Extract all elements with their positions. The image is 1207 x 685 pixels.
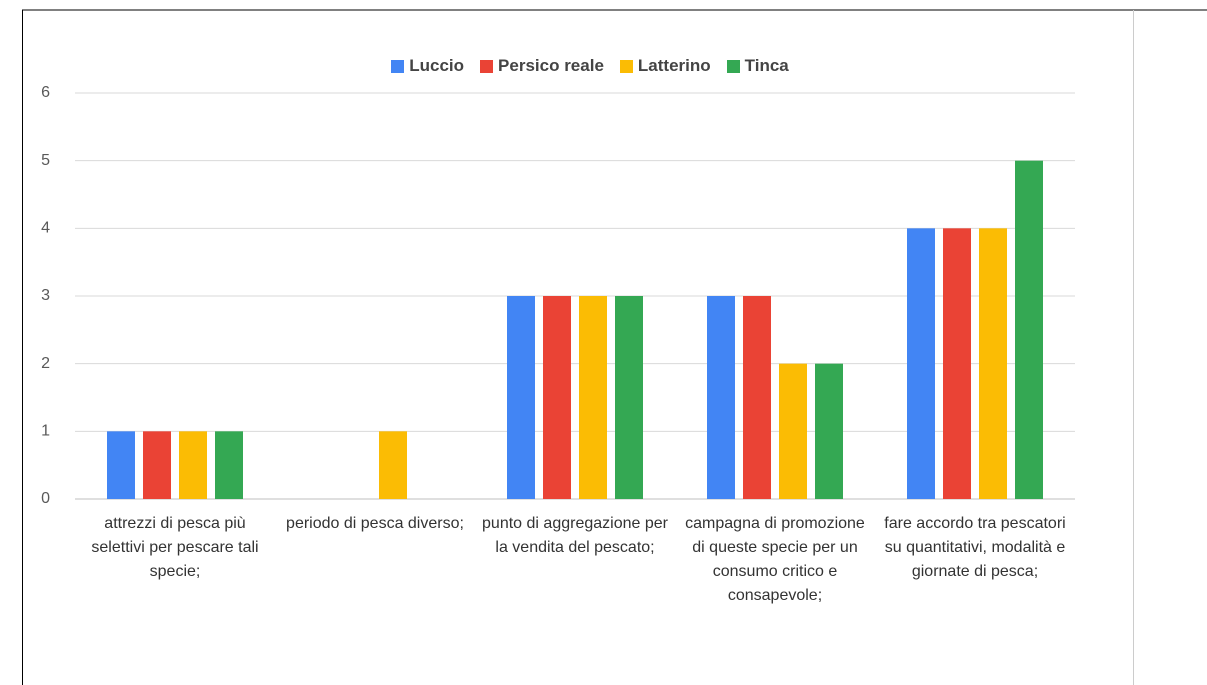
bar (979, 228, 1007, 500)
x-tick-label: punto di aggregazione per la vendita del… (482, 515, 668, 556)
bar (1015, 160, 1043, 499)
x-tick-label: fare accordo tra pescatori su quantitati… (884, 515, 1066, 580)
legend-item: Latterino (619, 56, 711, 76)
bar (615, 296, 643, 499)
y-tick-label: 6 (41, 84, 50, 101)
legend-label: Latterino (637, 56, 711, 75)
y-tick-label: 4 (41, 220, 50, 237)
bar (507, 296, 535, 499)
legend-swatch (619, 59, 633, 73)
bar (143, 431, 171, 499)
x-tick-label: campagna di promozione di queste specie … (685, 515, 865, 604)
bar (815, 363, 843, 499)
legend-item: Tinca (726, 56, 789, 76)
y-tick-label: 2 (41, 355, 50, 372)
bar (215, 431, 243, 499)
x-tick-label: attrezzi di pesca più selettivi per pesc… (91, 515, 259, 580)
bar (907, 228, 935, 500)
legend: Luccio Persico reale Latterino Tinca (0, 56, 1180, 76)
bar (107, 431, 135, 499)
bar (743, 296, 771, 499)
legend-label: Persico reale (498, 56, 604, 75)
bar (579, 296, 607, 499)
legend-item: Luccio (391, 56, 464, 76)
legend-swatch (480, 59, 494, 73)
legend-swatch (726, 59, 740, 73)
x-tick-label: periodo di pesca diverso; (286, 515, 464, 532)
bar (179, 431, 207, 499)
y-tick-label: 3 (41, 287, 50, 304)
bar (707, 296, 735, 499)
bar (379, 431, 407, 499)
legend-swatch (391, 59, 405, 73)
legend-label: Luccio (409, 56, 465, 75)
bar (779, 363, 807, 499)
legend-label: Tinca (744, 56, 789, 75)
legend-item: Persico reale (480, 56, 604, 76)
bar (543, 296, 571, 499)
bar (943, 228, 971, 500)
y-tick-label: 5 (41, 152, 50, 169)
y-tick-label: 0 (41, 490, 50, 507)
y-tick-label: 1 (41, 423, 50, 440)
